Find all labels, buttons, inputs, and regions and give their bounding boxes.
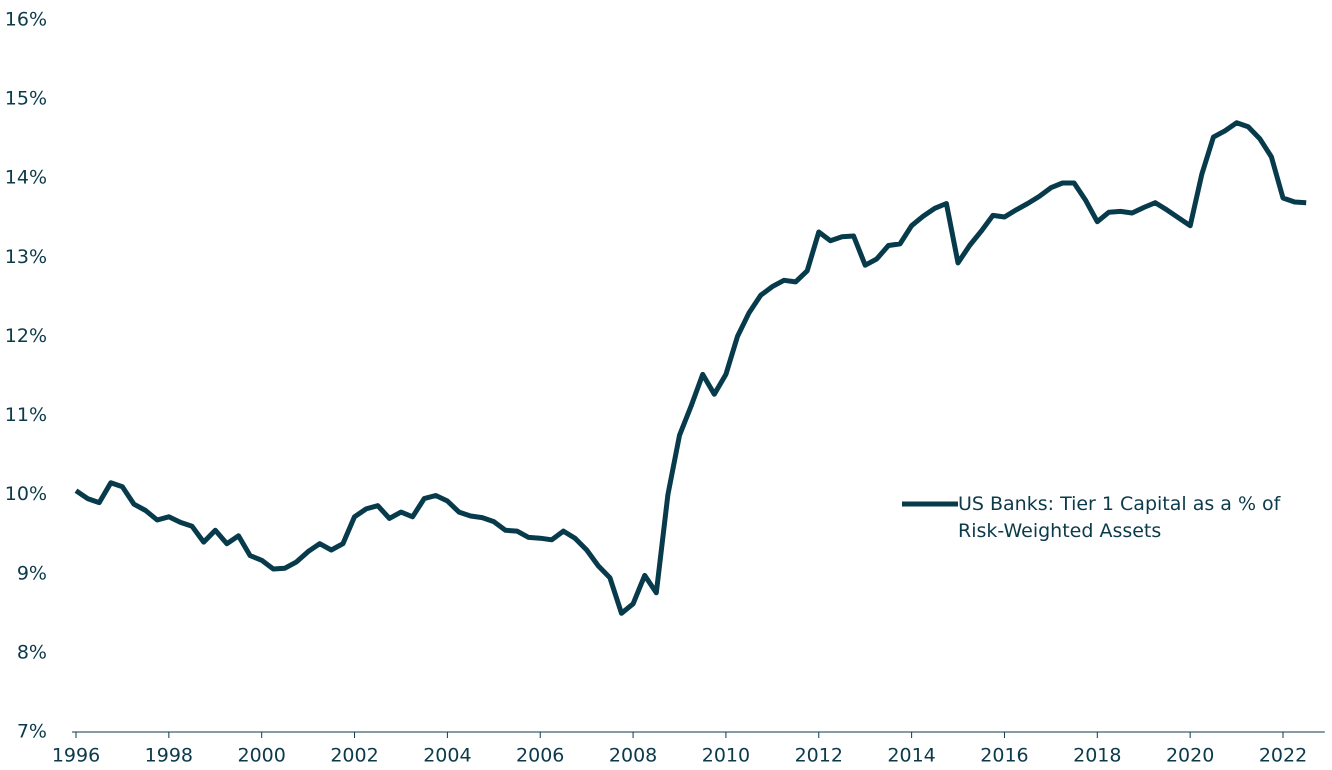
y-tick-label: 12% (5, 325, 47, 347)
y-tick-label: 10% (5, 483, 47, 505)
x-tick-label: 1996 (52, 745, 100, 767)
y-tick-label: 15% (5, 88, 47, 110)
x-tick-label: 2008 (609, 745, 657, 767)
x-tick-label: 2014 (887, 745, 935, 767)
y-tick-label: 9% (17, 562, 47, 584)
x-tick-label: 2010 (702, 745, 750, 767)
legend-label: US Banks: Tier 1 Capital as a % of Risk-… (958, 493, 1281, 542)
x-tick-label: 2006 (516, 745, 564, 767)
x-tick-label: 2018 (1073, 745, 1121, 767)
line (74, 120, 1307, 616)
y-tick-label: 8% (17, 641, 47, 663)
x-tick-label: 2002 (330, 745, 378, 767)
x-tick-label: 2016 (980, 745, 1028, 767)
x-tick-label: 2000 (238, 745, 286, 767)
y-tick-label: 13% (5, 246, 47, 268)
y-tick-label: 11% (5, 404, 47, 426)
y-tick-label: 16% (5, 9, 47, 31)
x-tick-label: 1998 (145, 745, 193, 767)
y-tick-label: 7% (17, 721, 47, 743)
x-tick-label: 2012 (795, 745, 843, 767)
x-tick-label: 2004 (423, 745, 471, 767)
x-tick-label: 2020 (1166, 745, 1214, 767)
y-tick-label: 14% (5, 167, 47, 189)
x-tick-label: 2022 (1259, 745, 1307, 767)
